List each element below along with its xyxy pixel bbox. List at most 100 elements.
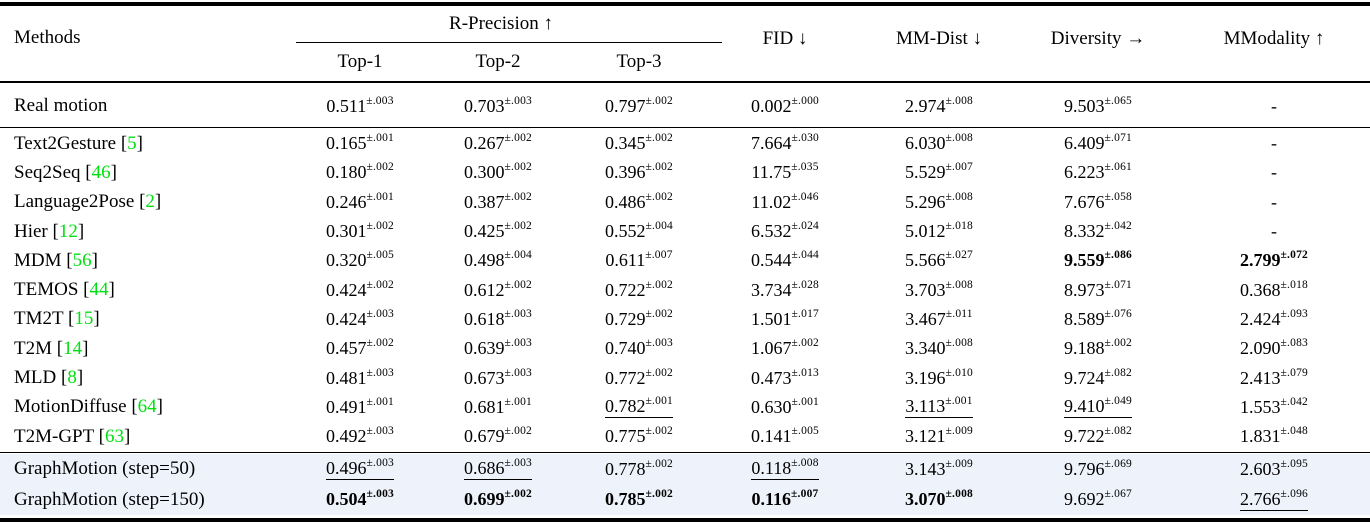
- metric-value: 0.457±.002: [326, 337, 394, 359]
- metric-value: 2.424±.093: [1240, 307, 1308, 329]
- metric-value: 0.141±.005: [751, 425, 819, 447]
- metric-value: 0.496±.003: [326, 457, 394, 481]
- table-row: TEMOS [44] 0.424±.002 0.612±.002 0.722±.002…: [0, 275, 1370, 304]
- metric-value: 0.473±.013: [751, 366, 819, 388]
- metric-value: 1.831±.048: [1240, 425, 1308, 447]
- metric-value: 9.796±.069: [1064, 457, 1132, 479]
- metric-value: 0.703±.003: [464, 94, 532, 116]
- metric-value: 0.699±.002: [464, 488, 532, 510]
- column-header-top3: Top-3: [616, 51, 662, 72]
- metric-value: 9.724±.082: [1064, 366, 1132, 388]
- table-row: Seq2Seq [46] 0.180±.002 0.300±.002 0.396±.0…: [0, 158, 1370, 187]
- real-motion-section: Real motion 0.511±.003 0.703±.003 0.797±.00…: [0, 86, 1370, 126]
- metric-value: 1.553±.042: [1240, 395, 1308, 417]
- metric-value: -: [1271, 162, 1277, 183]
- metric-value: 2.090±.083: [1240, 337, 1308, 359]
- metric-value: 0.544±.044: [751, 249, 819, 271]
- metric-value: 0.782±.001: [605, 395, 673, 419]
- table-row: GraphMotion (step=50) 0.496±.003 0.686±.00…: [0, 454, 1370, 485]
- column-header-rprecision: R-Precision ↑: [449, 13, 553, 34]
- metric-value: 0.639±.003: [464, 337, 532, 359]
- table-row: T2M-GPT [63] 0.492±.003 0.679±.002 0.775±.0…: [0, 422, 1370, 451]
- metric-value: 0.425±.002: [464, 220, 532, 242]
- method-name: TEMOS [44]: [14, 279, 115, 301]
- metric-value: 0.165±.001: [326, 132, 394, 154]
- metric-value: 0.740±.003: [605, 337, 673, 359]
- citation-ref[interactable]: 44: [89, 279, 109, 301]
- metric-value: 2.603±.095: [1240, 457, 1308, 479]
- metric-value: 0.492±.003: [326, 425, 394, 447]
- metric-value: 3.467±.011: [905, 307, 973, 329]
- metric-value: 0.481±.003: [326, 366, 394, 388]
- metric-value: 3.143±.009: [905, 457, 973, 479]
- citation-ref[interactable]: 12: [58, 220, 78, 242]
- metric-value: 0.301±.002: [326, 220, 394, 242]
- metric-value: 2.766±.096: [1240, 487, 1308, 511]
- metric-value: 1.501±.017: [751, 307, 819, 329]
- metric-value: 2.413±.079: [1240, 366, 1308, 388]
- method-name: TM2T [15]: [14, 308, 100, 330]
- citation-ref[interactable]: 14: [63, 337, 83, 359]
- metric-value: 0.486±.002: [605, 190, 673, 212]
- citation-ref[interactable]: 56: [72, 249, 92, 271]
- citation-ref[interactable]: 5: [127, 132, 137, 154]
- metric-value: 0.673±.003: [464, 366, 532, 388]
- citation-ref[interactable]: 46: [91, 161, 111, 183]
- column-header-mmodality: MModality ↑: [1223, 28, 1325, 49]
- metric-value: -: [1271, 133, 1277, 154]
- table-top-rule: [0, 2, 1370, 6]
- metric-value: 0.368±.018: [1240, 278, 1308, 300]
- metric-value: 3.070±.008: [905, 488, 973, 510]
- metric-value: 2.799±.072: [1240, 249, 1308, 271]
- method-name: MLD [8]: [14, 367, 84, 389]
- metric-value: -: [1271, 95, 1277, 116]
- citation-ref[interactable]: 8: [67, 367, 77, 389]
- rprecision-group-rule: [296, 42, 722, 44]
- metric-value: 5.296±.008: [905, 190, 973, 212]
- metric-value: 0.552±.004: [605, 220, 673, 242]
- metric-value: 6.409±.071: [1064, 132, 1132, 154]
- metric-value: 9.503±.065: [1064, 94, 1132, 116]
- metric-value: 11.75±.035: [751, 161, 819, 183]
- method-name: MotionDiffuse [64]: [14, 396, 163, 418]
- citation-ref[interactable]: 2: [145, 191, 155, 213]
- citation-ref[interactable]: 64: [137, 396, 157, 418]
- table-row: MDM [56] 0.320±.005 0.498±.004 0.611±.007 0.…: [0, 246, 1370, 275]
- metric-value: 11.02±.046: [751, 190, 819, 212]
- metric-value: 0.002±.000: [751, 94, 819, 116]
- metric-value: 9.722±.082: [1064, 425, 1132, 447]
- metric-value: 0.722±.002: [605, 278, 673, 300]
- metric-value: 0.246±.001: [326, 190, 394, 212]
- metric-value: 0.772±.002: [605, 366, 673, 388]
- method-name: T2M-GPT [63]: [14, 425, 131, 447]
- metric-value: 5.529±.007: [905, 161, 973, 183]
- method-name: Real motion: [14, 95, 108, 116]
- table-row: MLD [8] 0.481±.003 0.673±.003 0.772±.002 0.4…: [0, 363, 1370, 392]
- metric-value: 0.679±.002: [464, 425, 532, 447]
- metric-value: 0.797±.002: [605, 94, 673, 116]
- metric-value: 0.511±.003: [326, 94, 394, 116]
- real-motion-separator-rule: [0, 126, 1370, 129]
- table-row: Hier [12] 0.301±.002 0.425±.002 0.552±.004 6…: [0, 217, 1370, 246]
- metric-value: 8.332±.042: [1064, 220, 1132, 242]
- method-name: T2M [14]: [14, 337, 89, 359]
- metric-value: 0.686±.003: [464, 457, 532, 481]
- metric-value: 0.116±.007: [751, 488, 819, 510]
- citation-ref[interactable]: 63: [104, 425, 124, 447]
- metric-value: 6.030±.008: [905, 132, 973, 154]
- citation-ref[interactable]: 15: [74, 308, 94, 330]
- metric-value: 5.566±.027: [905, 249, 973, 271]
- metric-value: 6.223±.061: [1064, 161, 1132, 183]
- method-name: MDM [56]: [14, 249, 98, 271]
- column-header-fid: FID ↓: [762, 28, 808, 49]
- metric-value: 3.121±.009: [905, 425, 973, 447]
- method-name: Seq2Seq [46]: [14, 161, 117, 183]
- metric-value: 0.424±.003: [326, 307, 394, 329]
- metric-value: 3.734±.028: [751, 278, 819, 300]
- table-row: GraphMotion (step=150) 0.504±.003 0.699±.0…: [0, 485, 1370, 516]
- column-header-top2: Top-2: [475, 51, 521, 72]
- graphmotion-highlight-section: GraphMotion (step=50) 0.496±.003 0.686±.00…: [0, 454, 1370, 515]
- metric-value: 8.973±.071: [1064, 278, 1132, 300]
- metric-value: 9.410±.049: [1064, 395, 1132, 419]
- metric-value: 5.012±.018: [905, 220, 973, 242]
